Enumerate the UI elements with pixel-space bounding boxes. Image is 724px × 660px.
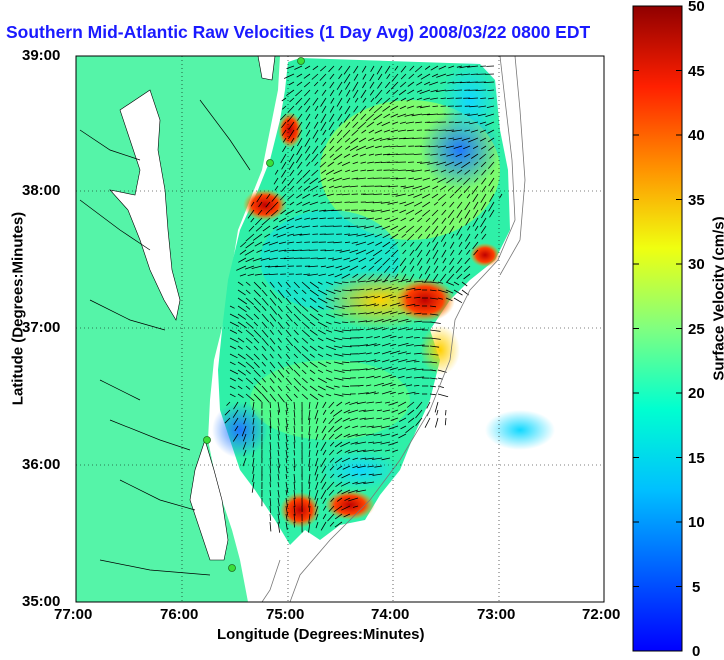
station-marker: [298, 58, 305, 65]
velocity-vector: [396, 154, 406, 155]
colorbar-tick-label: 10: [688, 514, 705, 531]
y-tick-label: 36:00: [22, 456, 60, 473]
velocity-vector: [344, 234, 350, 235]
colorbar-tick-label: 35: [688, 192, 705, 209]
velocity-vector: [398, 170, 406, 171]
velocity-vector: [300, 250, 310, 251]
velocity-vector: [373, 194, 382, 195]
x-tick-label: 77:00: [54, 606, 92, 623]
velocity-vector: [414, 154, 422, 155]
colorbar-title: Surface Velocity (cm/s): [711, 184, 724, 414]
velocity-vector: [425, 154, 430, 155]
x-axis-title: Longitude (Degrees:Minutes): [217, 626, 425, 643]
colorbar-tick-label: 15: [688, 450, 705, 467]
x-tick-label: 72:00: [582, 606, 620, 623]
station-marker: [229, 565, 236, 572]
velocity-vector: [427, 122, 438, 123]
velocity-vector: [465, 114, 470, 115]
colorbar-tick-label: 50: [688, 0, 705, 15]
x-tick-label: 76:00: [160, 606, 198, 623]
colorbar-tick-label: 30: [688, 256, 705, 273]
velocity-vector: [438, 130, 446, 131]
y-axis-title: Latitude (Degrees:Minutes): [10, 199, 27, 419]
velocity-vector: [480, 98, 486, 99]
velocity-vector: [270, 482, 271, 487]
colorbar-tick-label: 5: [692, 579, 700, 596]
x-tick-label: 75:00: [266, 606, 304, 623]
velocity-vector: [390, 178, 398, 179]
x-tick-label: 74:00: [371, 606, 409, 623]
velocity-vector: [412, 138, 422, 139]
x-tick-label: 73:00: [477, 606, 515, 623]
station-marker: [204, 437, 211, 444]
velocity-vector: [381, 186, 390, 187]
velocity-vector: [342, 298, 347, 299]
colorbar-tick-label: 45: [688, 63, 705, 80]
station-marker: [267, 160, 274, 167]
y-tick-label: 38:00: [22, 182, 60, 199]
velocity-vector: [454, 90, 462, 91]
velocity-vector: [447, 98, 454, 99]
colorbar-tick-label: 20: [688, 385, 705, 402]
velocity-vector: [417, 162, 422, 163]
colorbar: [633, 6, 682, 651]
velocity-vector: [363, 194, 374, 195]
y-tick-label: 37:00: [22, 319, 60, 336]
velocity-vector: [446, 410, 447, 415]
colorbar-tick-label: 0: [692, 643, 700, 660]
colorbar-tick-label: 40: [688, 127, 705, 144]
y-tick-label: 39:00: [22, 47, 60, 64]
velocity-vector: [368, 178, 375, 179]
colorbar-tick-label: 25: [688, 321, 705, 338]
velocity-vector: [366, 202, 374, 203]
